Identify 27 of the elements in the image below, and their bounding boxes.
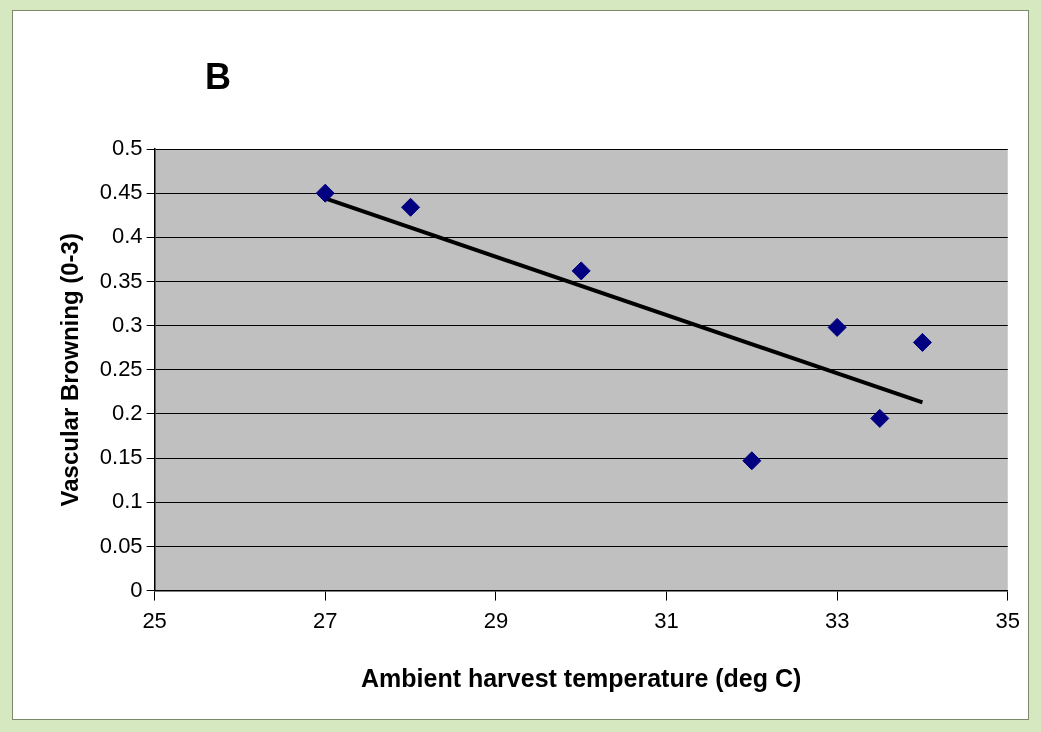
- point: [742, 451, 762, 471]
- x-tick-label: 25: [142, 607, 167, 633]
- x-tick-label: 27: [313, 607, 338, 633]
- y-tick-label: 0.15: [99, 444, 143, 470]
- point: [827, 317, 847, 337]
- y-tick-label: 0.4: [112, 223, 143, 249]
- x-tick-label: 35: [995, 607, 1021, 633]
- point: [315, 183, 335, 203]
- y-tick-label: 0: [130, 576, 143, 602]
- x-axis-title: Ambient harvest temperature (deg C): [361, 663, 802, 692]
- point: [571, 261, 591, 281]
- y-tick-label: 0.2: [112, 400, 143, 426]
- y-tick-label: 0.3: [112, 311, 143, 337]
- point: [401, 197, 421, 217]
- y-tick-label: 0.25: [99, 355, 143, 381]
- x-tick-label: 29: [483, 607, 509, 633]
- y-axis-title: Vascular Browning (0-3): [56, 233, 84, 507]
- x-tick-label: 31: [654, 607, 679, 633]
- chart-title: B: [205, 55, 231, 97]
- y-tick-label: 0.05: [99, 532, 143, 558]
- y-tick-label: 0.1: [112, 488, 143, 514]
- point: [870, 408, 890, 428]
- y-tick-label: 0.45: [99, 179, 143, 205]
- x-tick-label: 33: [824, 607, 850, 633]
- point: [912, 332, 932, 352]
- y-tick-label: 0.35: [99, 267, 143, 293]
- y-tick-label: 0.5: [112, 135, 143, 161]
